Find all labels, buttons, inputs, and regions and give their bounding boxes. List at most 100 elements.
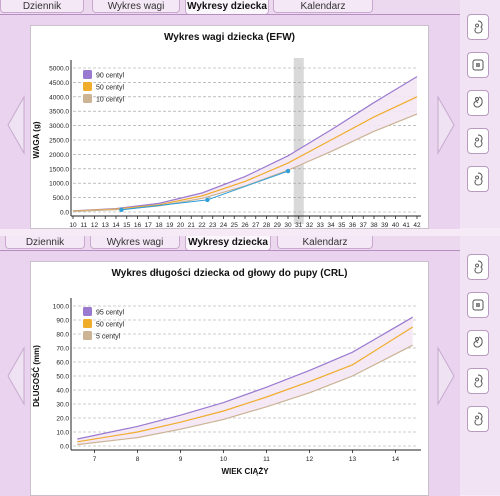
tab-wykresy-dziecka[interactable]: Wykresy dziecka bbox=[185, 0, 269, 15]
measurement-point bbox=[205, 197, 210, 203]
sidebar-btn-2[interactable] bbox=[467, 52, 489, 78]
x-tick-label: 20 bbox=[177, 222, 185, 228]
y-tick-label: 100.0 bbox=[53, 304, 70, 311]
tab-wykres-wagi[interactable]: Wykres wagi bbox=[90, 236, 180, 249]
prev-arrow-icon[interactable] bbox=[6, 95, 26, 155]
legend-label-2: 50 centyl bbox=[96, 322, 124, 329]
sidebar-btn-3[interactable] bbox=[467, 330, 489, 356]
x-tick-label: 12 bbox=[306, 456, 314, 463]
x-tick-label: 30 bbox=[284, 222, 292, 228]
fetus-curled-icon bbox=[473, 336, 483, 348]
x-tick-label: 25 bbox=[231, 222, 239, 228]
tab-wykresy-dziecka[interactable]: Wykresy dziecka bbox=[185, 236, 271, 251]
next-arrow-icon[interactable] bbox=[436, 346, 456, 406]
sidebar-btn-5[interactable] bbox=[467, 406, 489, 432]
y-tick-label: 2000.0 bbox=[49, 152, 69, 159]
x-tick-label: 10 bbox=[69, 222, 77, 228]
prev-arrow-icon[interactable] bbox=[6, 346, 26, 406]
y-axis-label: WAGA (g) bbox=[32, 121, 41, 158]
y-tick-label: 0.0 bbox=[60, 444, 69, 451]
sidebar-btn-1[interactable] bbox=[467, 14, 489, 40]
y-tick-label: 40.0 bbox=[56, 388, 69, 395]
y-tick-label: 80.0 bbox=[56, 332, 69, 339]
content-area: Wykres wagi dziecka (EFW) 0.0 500.0 1000.0… bbox=[0, 14, 460, 229]
x-tick-label: 7 bbox=[93, 456, 97, 463]
current-week-highlight bbox=[293, 58, 304, 224]
measurement-point bbox=[285, 168, 291, 174]
content-area: Wykres długości dziecka od głowy do pupy… bbox=[0, 250, 460, 496]
legend-swatch-1 bbox=[83, 307, 92, 316]
legend-label-1: 95 centyl bbox=[96, 310, 124, 317]
tab-kalendarz[interactable]: Kalendarz bbox=[277, 236, 373, 249]
series-line-1 bbox=[72, 76, 418, 212]
x-tick-label: 26 bbox=[241, 222, 249, 228]
y-tick-label: 20.0 bbox=[56, 416, 69, 423]
y-tick-label: 1500.0 bbox=[49, 166, 69, 173]
x-tick-label: 9 bbox=[179, 456, 183, 463]
y-tick-label: 30.0 bbox=[56, 402, 69, 409]
y-tick-label: 4000.0 bbox=[49, 94, 69, 101]
x-tick-label: 41 bbox=[403, 222, 411, 228]
x-tick-label: 35 bbox=[338, 222, 346, 228]
chart-title: Wykres długości dziecka od głowy do pupy… bbox=[111, 268, 348, 279]
legend-label-1: 90 centyl bbox=[96, 73, 124, 80]
x-tick-label: 18 bbox=[155, 222, 163, 228]
x-tick-label: 14 bbox=[392, 456, 400, 463]
tab-dziennik[interactable]: Dziennik bbox=[5, 236, 85, 249]
fetus-curled-icon bbox=[473, 96, 483, 108]
x-tick-label: 23 bbox=[209, 222, 217, 228]
sidebar-btn-2[interactable] bbox=[467, 292, 489, 318]
x-tick-label: 42 bbox=[413, 222, 421, 228]
x-tick-label: 16 bbox=[134, 222, 142, 228]
fetus-icon bbox=[474, 134, 483, 148]
next-arrow-icon[interactable] bbox=[436, 95, 456, 155]
efw-chart-svg: 0.0 500.0 1000.0 1500.0 2000.0 2500.0 3000.0 35… bbox=[32, 58, 421, 228]
legend-label-3: 10 centyl bbox=[96, 97, 124, 104]
x-tick-label: 40 bbox=[392, 222, 400, 228]
x-tick-label: 17 bbox=[145, 222, 153, 228]
tab-kalendarz[interactable]: Kalendarz bbox=[273, 0, 373, 13]
y-axis-label: DŁUGOŚĆ (mm) bbox=[32, 345, 41, 407]
sidebar bbox=[460, 236, 500, 495]
y-tick-label: 1000.0 bbox=[49, 181, 69, 188]
x-tick-label: 27 bbox=[252, 222, 260, 228]
x-tick-label: 11 bbox=[263, 456, 270, 463]
y-tick-label: 90.0 bbox=[56, 318, 69, 325]
legend-swatch-3 bbox=[83, 331, 92, 340]
x-tick-label: 10 bbox=[220, 456, 228, 463]
sidebar-btn-3[interactable] bbox=[467, 90, 489, 116]
x-tick-label: 36 bbox=[349, 222, 357, 228]
y-tick-label: 60.0 bbox=[56, 360, 69, 367]
tab-bar: Dziennik Wykres wagi Wykresy dziecka Kal… bbox=[0, 236, 460, 251]
x-tick-label: 21 bbox=[188, 222, 196, 228]
crl-chart-svg: 0.0 10.0 20.0 30.0 40.0 50.0 60.0 70.0 80.0 90.0 1… bbox=[32, 298, 421, 476]
legend-label-3: 5 centyl bbox=[96, 334, 121, 341]
sidebar-btn-1[interactable] bbox=[467, 254, 489, 280]
x-axis-label: WIEK CIĄŻY bbox=[221, 467, 269, 476]
y-tick-label: 2500.0 bbox=[49, 138, 69, 145]
legend-swatch-1 bbox=[83, 70, 92, 79]
legend-swatch-3 bbox=[83, 94, 92, 103]
tab-dziennik[interactable]: Dziennik bbox=[0, 0, 84, 13]
x-tick-label: 34 bbox=[327, 222, 335, 228]
legend-swatch-2 bbox=[83, 319, 92, 328]
y-tick-label: 5000.0 bbox=[49, 66, 69, 73]
percentile-band bbox=[73, 76, 417, 212]
x-tick-label: 13 bbox=[102, 222, 110, 228]
measurement-point bbox=[119, 207, 124, 213]
series-line-3 bbox=[77, 344, 413, 446]
x-tick-label: 32 bbox=[306, 222, 314, 228]
sidebar-btn-4[interactable] bbox=[467, 368, 489, 394]
tab-bar: Dziennik Wykres wagi Wykresy dziecka Kal… bbox=[0, 0, 460, 15]
y-tick-label: 4500.0 bbox=[49, 80, 69, 87]
y-tick-label: 50.0 bbox=[56, 374, 69, 381]
series-line-1 bbox=[77, 316, 414, 440]
percentile-band bbox=[77, 317, 413, 445]
tab-wykres-wagi[interactable]: Wykres wagi bbox=[92, 0, 180, 13]
x-tick-label: 11 bbox=[80, 222, 87, 228]
sidebar-btn-5[interactable] bbox=[467, 166, 489, 192]
x-tick-label: 22 bbox=[198, 222, 206, 228]
x-tick-label: 15 bbox=[123, 222, 131, 228]
fetus-icon bbox=[474, 172, 483, 186]
sidebar-btn-4[interactable] bbox=[467, 128, 489, 154]
